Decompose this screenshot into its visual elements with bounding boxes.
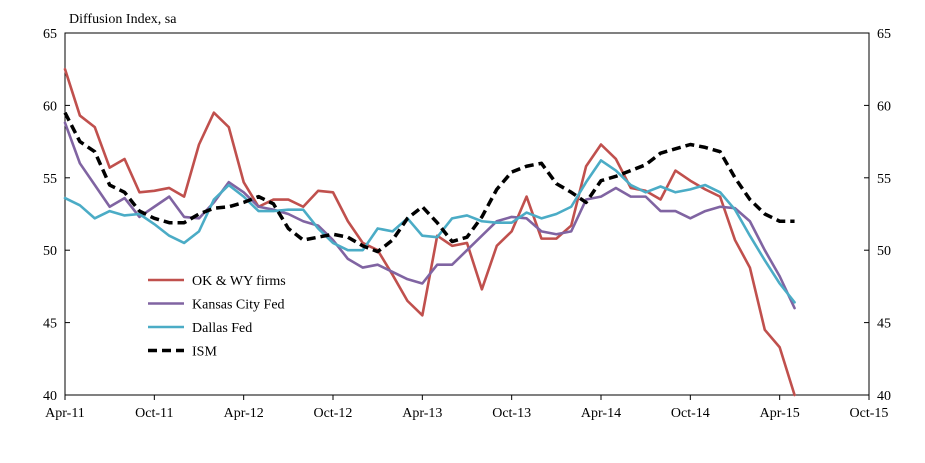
legend: OK & WY firms Kansas City Fed Dallas Fed IS… — [148, 274, 286, 360]
y-axis-right-ticks: 40 45 50 55 60 65 — [864, 27, 891, 404]
legend-label: Kansas City Fed — [192, 298, 285, 313]
x-tick-label: Apr-13 — [402, 406, 442, 421]
y-axis-title: Diffusion Index, sa — [69, 12, 177, 27]
y-left-tick-label: 40 — [43, 389, 57, 404]
y-right-tick-label: 50 — [877, 244, 891, 259]
y-right-tick-label: 65 — [877, 27, 891, 42]
plot-area-frame — [65, 33, 869, 395]
x-tick-label: Apr-14 — [581, 406, 621, 421]
y-right-tick-label: 55 — [877, 172, 891, 187]
x-tick-label: Apr-15 — [760, 406, 800, 421]
legend-label: OK & WY firms — [192, 274, 286, 289]
legend-label: ISM — [192, 345, 217, 360]
x-tick-label: Apr-11 — [45, 406, 85, 421]
series-line — [65, 113, 795, 252]
legend-label: Dallas Fed — [192, 321, 252, 336]
y-axis-left-ticks: 40 45 50 55 60 65 — [43, 27, 70, 404]
x-tick-label: Apr-12 — [224, 406, 264, 421]
series-ok-wy-firms — [65, 69, 795, 395]
y-left-tick-label: 45 — [43, 317, 57, 332]
y-left-tick-label: 60 — [43, 99, 57, 114]
y-left-tick-label: 55 — [43, 172, 57, 187]
y-right-tick-label: 40 — [877, 389, 891, 404]
series-lines — [65, 69, 795, 395]
x-axis-ticks: Apr-11 Oct-11 Apr-12 Oct-12 Apr-13 Oct-13 Apr-… — [45, 395, 888, 421]
x-tick-label: Oct-13 — [492, 406, 531, 421]
series-line — [65, 69, 795, 395]
x-tick-label: Oct-14 — [671, 406, 710, 421]
x-tick-label: Oct-12 — [314, 406, 353, 421]
y-left-tick-label: 50 — [43, 244, 57, 259]
y-right-tick-label: 60 — [877, 99, 891, 114]
y-left-tick-label: 65 — [43, 27, 57, 42]
y-right-tick-label: 45 — [877, 317, 891, 332]
x-tick-label: Oct-15 — [850, 406, 889, 421]
x-tick-label: Oct-11 — [135, 406, 173, 421]
series-ism — [65, 113, 795, 252]
